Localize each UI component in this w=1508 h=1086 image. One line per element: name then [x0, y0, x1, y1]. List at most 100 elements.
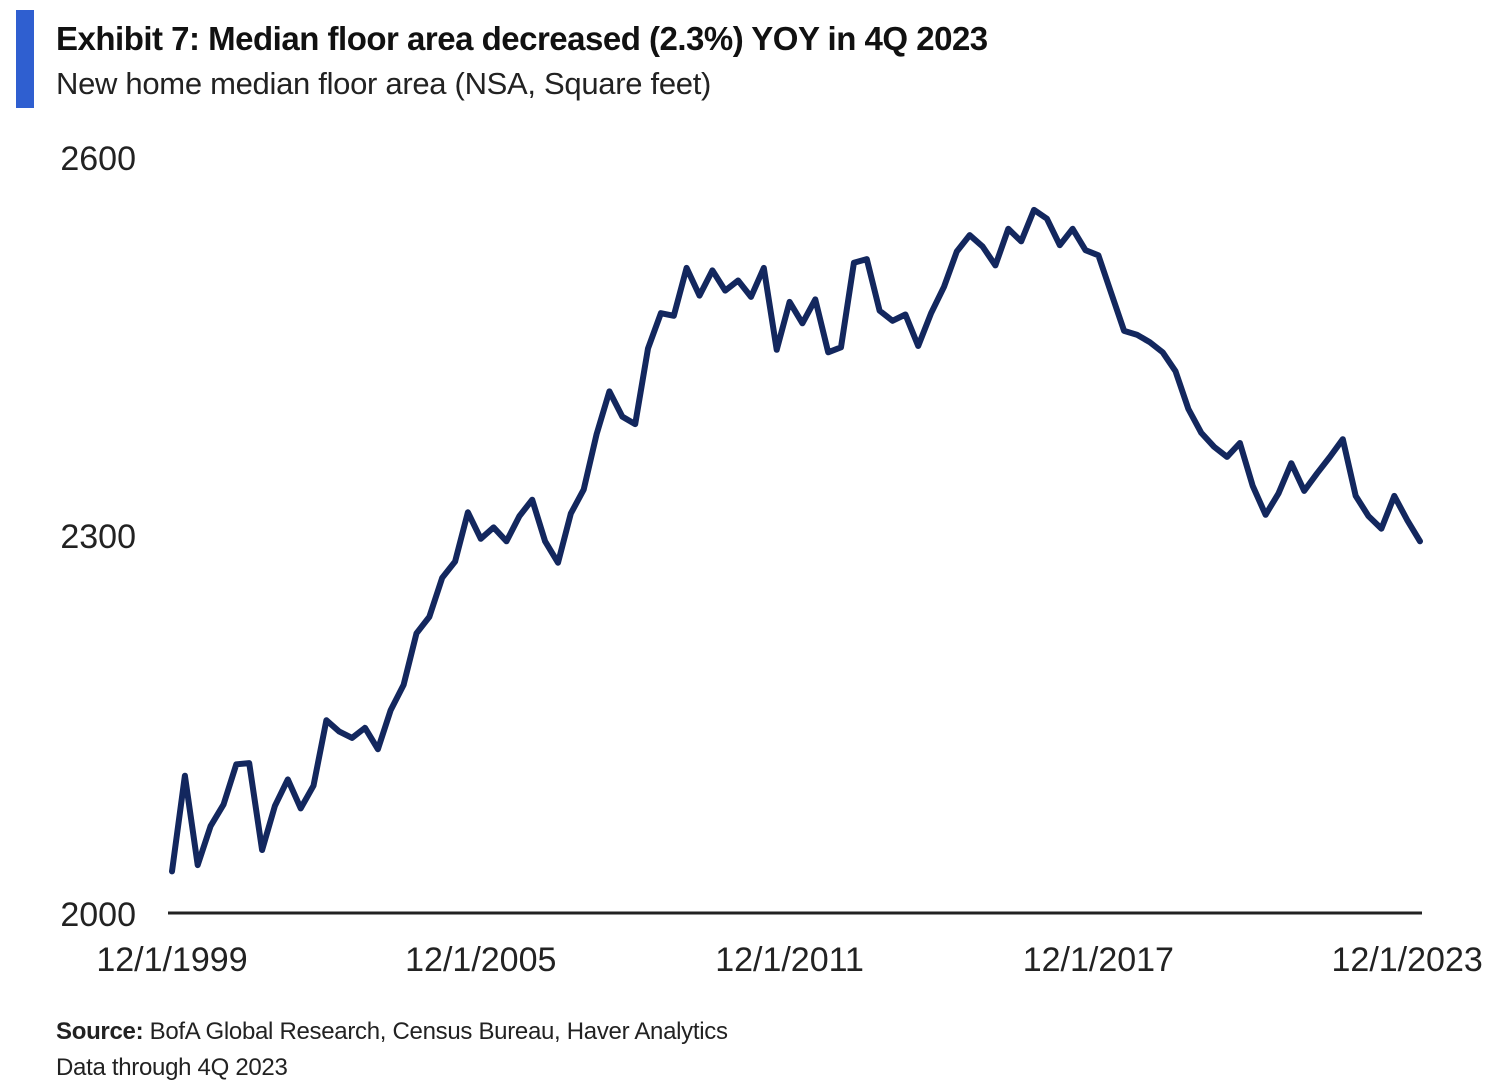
data-point [1237, 440, 1243, 446]
data-point [774, 347, 780, 353]
data-point [838, 344, 844, 350]
y-tick-label: 2300 [60, 518, 136, 556]
data-point [233, 761, 239, 767]
data-point [1160, 349, 1166, 355]
data-point [1378, 526, 1384, 532]
data-point [246, 760, 252, 766]
data-point [645, 346, 651, 352]
data-point [182, 773, 188, 779]
source-note: Source: BofA Global Research, Census Bur… [56, 1018, 728, 1046]
data-point [1276, 490, 1282, 496]
chart-subtitle: New home median floor area (NSA, Square … [56, 66, 712, 101]
data-point [1121, 328, 1127, 334]
data-point [349, 735, 355, 741]
source-label: Source: [56, 1018, 144, 1045]
data-point [311, 783, 317, 789]
data-point [452, 559, 458, 565]
data-point [1353, 493, 1359, 499]
data-point [1005, 226, 1011, 232]
data-point [1327, 454, 1333, 460]
data-point [401, 682, 407, 688]
data-point [1018, 238, 1024, 244]
data-point [1134, 332, 1140, 338]
chart-title: Exhibit 7: Median floor area decreased (… [56, 20, 988, 57]
data-point [864, 256, 870, 262]
data-point [915, 343, 921, 349]
data-point [491, 524, 497, 530]
data-point [697, 293, 703, 299]
data-point [954, 249, 960, 255]
data-point [1070, 226, 1076, 232]
data-point [1211, 444, 1217, 450]
data-point [890, 318, 896, 324]
data-point [1391, 493, 1397, 499]
data-point [594, 431, 600, 437]
data-point [799, 320, 805, 326]
data-point [465, 509, 471, 515]
x-axis-labels: 12/1/1999 12/1/2005 12/1/2011 12/1/2017 12/1… [96, 941, 1482, 979]
data-point [928, 310, 934, 316]
data-point [1340, 436, 1346, 442]
data-point [208, 823, 214, 829]
data-point [1314, 470, 1320, 476]
data-point [426, 614, 432, 620]
plot-area [169, 206, 1423, 875]
y-axis-labels: 2600 2300 2000 [60, 140, 136, 934]
data-point [221, 802, 227, 808]
data-point [1263, 512, 1269, 518]
data-point [555, 560, 561, 566]
data-point [272, 803, 278, 809]
data-point [336, 729, 342, 735]
data-point [516, 513, 522, 519]
data-point [1083, 247, 1089, 253]
data-point [877, 308, 883, 314]
data-point [735, 278, 741, 284]
data-point [504, 538, 510, 544]
data-through-note: Data through 4Q 2023 [56, 1054, 288, 1081]
data-point [632, 421, 638, 427]
data-point [568, 511, 574, 517]
x-tick-label: 12/1/2011 [715, 941, 864, 979]
data-point [542, 538, 548, 544]
data-point [1095, 252, 1101, 258]
data-point [323, 717, 329, 723]
data-point [992, 262, 998, 268]
data-point [606, 388, 612, 394]
data-point [851, 260, 857, 266]
data-point [1185, 406, 1191, 412]
data-point [1173, 368, 1179, 374]
data-point [1057, 242, 1063, 248]
data-point [658, 310, 664, 316]
data-point [902, 312, 908, 318]
data-point [709, 267, 715, 273]
x-tick-label: 12/1/1999 [96, 941, 247, 979]
data-point [1198, 430, 1204, 436]
data-point [362, 725, 368, 731]
data-point [195, 862, 201, 868]
data-point [439, 575, 445, 581]
data-point [414, 630, 420, 636]
data-point [619, 414, 625, 420]
source-text: BofA Global Research, Census Bureau, Hav… [143, 1018, 728, 1045]
data-point [722, 288, 728, 294]
data-point [825, 349, 831, 355]
data-point [671, 313, 677, 319]
data-point [980, 244, 986, 250]
x-tick-label: 12/1/2023 [1332, 941, 1483, 979]
data-point [787, 299, 793, 305]
data-point [285, 776, 291, 782]
data-point [941, 284, 947, 290]
data-point [529, 497, 535, 503]
data-point [1301, 488, 1307, 494]
x-tick-label: 12/1/2005 [405, 941, 556, 979]
data-point [1031, 207, 1037, 213]
series-line [169, 206, 1423, 875]
data-point [581, 487, 587, 493]
data-point [169, 868, 175, 874]
data-point [1044, 216, 1050, 222]
y-tick-label: 2600 [60, 140, 136, 178]
y-tick-label: 2000 [60, 896, 136, 934]
data-point [1224, 454, 1230, 460]
data-point [1417, 538, 1423, 544]
